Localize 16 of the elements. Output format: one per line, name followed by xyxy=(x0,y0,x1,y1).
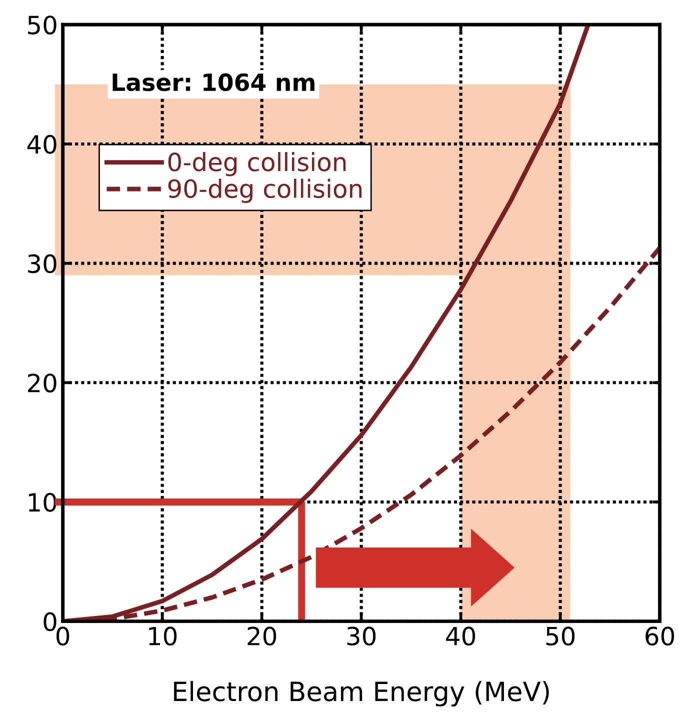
y-tick-label: 30 xyxy=(28,254,56,274)
x-tick-label: 30 xyxy=(347,626,376,646)
x-tick-label: 20 xyxy=(248,626,276,646)
y-tick-label: 50 xyxy=(28,16,56,35)
x-tick-label: 40 xyxy=(446,626,476,646)
x-tick-label: 0 xyxy=(56,626,70,646)
x-tick-label: 60 xyxy=(646,626,674,646)
y-tick-label: 0 xyxy=(44,612,56,632)
x-tick-label: 50 xyxy=(546,626,575,646)
legend-label: 90-deg collision xyxy=(168,178,362,203)
annotation: Laser: 1064 nm xyxy=(112,73,314,92)
y-tick-label: 20 xyxy=(28,374,56,393)
x-tick-label: 10 xyxy=(149,626,177,646)
x-axis-title: Electron Beam Energy (MeV) xyxy=(174,680,549,706)
legend-label: 0-deg collision xyxy=(168,152,346,176)
y-tick-label: 40 xyxy=(27,134,56,154)
